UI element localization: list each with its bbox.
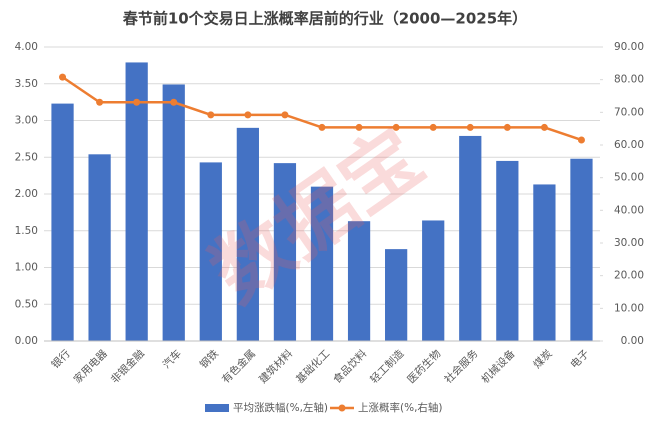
y2-tick-label: 50.00 <box>614 172 644 184</box>
x-tick-label: 食品饮料 <box>330 347 369 386</box>
bar <box>88 154 111 341</box>
x-tick-label: 煤炭 <box>531 347 555 371</box>
x-tick-label: 银行 <box>49 347 73 371</box>
line-marker <box>281 111 289 119</box>
bar <box>162 84 185 342</box>
line-marker <box>466 123 474 131</box>
x-tick-label: 家用电器 <box>71 347 110 386</box>
bar <box>459 135 482 341</box>
y2-tick-label: 30.00 <box>614 237 644 249</box>
bar <box>347 221 371 341</box>
line-marker <box>429 123 437 131</box>
line-marker <box>244 111 252 119</box>
line-marker <box>355 123 363 131</box>
bar <box>570 158 593 341</box>
line-marker <box>59 73 67 81</box>
line-marker <box>318 123 326 131</box>
x-tick-label: 轻工制造 <box>367 347 406 386</box>
y-tick-label: 3.00 <box>15 115 38 127</box>
x-tick-label: 汽车 <box>160 347 184 371</box>
y2-tick-label: 80.00 <box>614 74 644 86</box>
x-tick-label: 医药生物 <box>405 347 444 386</box>
x-tick-label: 有色金属 <box>219 347 258 386</box>
bar <box>533 184 556 341</box>
legend-swatch <box>338 404 346 412</box>
y-tick-label: 4.00 <box>15 41 38 53</box>
line-marker <box>207 111 215 119</box>
x-tick-label: 钢铁 <box>197 347 221 371</box>
y2-tick-label: 60.00 <box>614 139 644 151</box>
y-tick-label: 2.00 <box>15 188 38 200</box>
y-tick-label: 1.50 <box>15 225 38 237</box>
x-tick-label: 机械设备 <box>479 347 518 386</box>
x-tick-label: 社会服务 <box>442 347 481 386</box>
chart-title: 春节前10个交易日上涨概率居前的行业（2000—2025年） <box>123 10 527 28</box>
bar <box>422 220 445 341</box>
bar <box>496 160 519 341</box>
y2-tick-label: 20.00 <box>614 270 644 282</box>
y2-tick-label: 0.00 <box>621 335 644 347</box>
line-marker <box>540 123 548 131</box>
x-tick-label: 电子 <box>568 347 592 371</box>
line-marker <box>392 123 400 131</box>
x-tick-label: 非银金融 <box>108 347 147 386</box>
legend-swatch <box>205 404 229 412</box>
line-marker <box>170 98 178 106</box>
bar <box>125 62 148 342</box>
bar <box>236 127 259 341</box>
bar <box>199 162 222 341</box>
legend-label: 平均涨跌幅(%,左轴) <box>233 401 328 414</box>
y2-tick-label: 70.00 <box>614 106 644 118</box>
line-marker <box>96 98 104 106</box>
line-marker <box>503 123 511 131</box>
y2-tick-label: 10.00 <box>614 302 644 314</box>
x-tick-label: 建筑材料 <box>256 347 295 386</box>
y-tick-label: 3.50 <box>15 78 38 90</box>
y-tick-label: 2.50 <box>15 151 38 163</box>
line-marker <box>577 136 585 144</box>
bar <box>273 163 297 341</box>
y2-tick-label: 40.00 <box>614 204 644 216</box>
bar <box>310 186 334 341</box>
x-tick-label: 基础化工 <box>293 347 332 386</box>
bar <box>385 249 408 341</box>
y-tick-label: 1.00 <box>15 262 38 274</box>
y-tick-label: 0.00 <box>15 335 38 347</box>
legend-label: 上涨概率(%,右轴) <box>358 401 443 414</box>
y2-tick-label: 90.00 <box>614 41 644 53</box>
y-tick-label: 0.50 <box>15 298 38 310</box>
line-marker <box>133 98 141 106</box>
bar <box>51 103 74 341</box>
